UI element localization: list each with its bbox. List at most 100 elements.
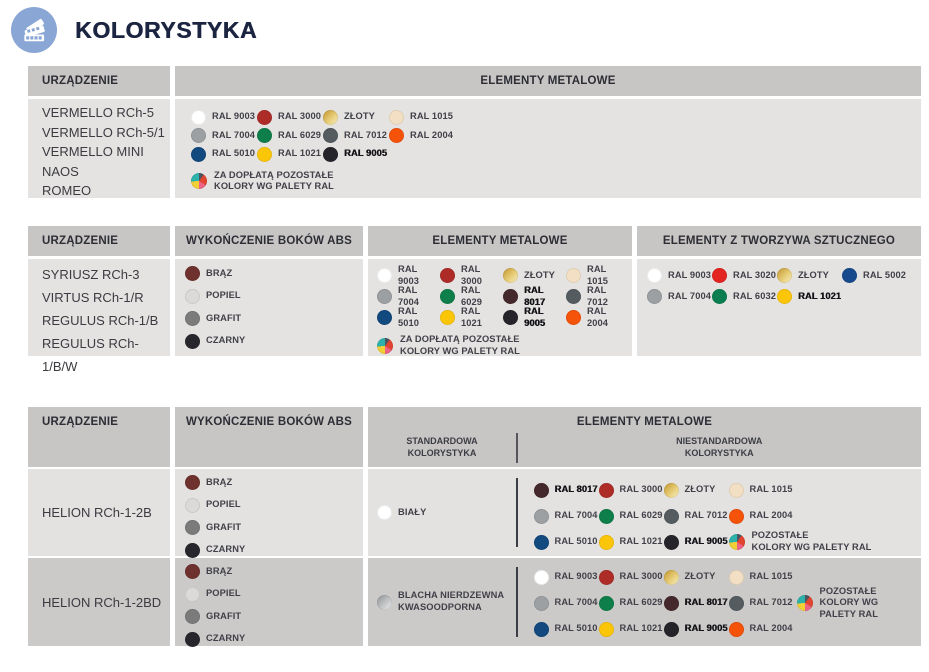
color-dot bbox=[728, 595, 744, 611]
swatch-ral-1021: RAL 1021 bbox=[598, 534, 664, 550]
color-dot bbox=[389, 128, 404, 144]
swatch-br-z: BRĄZ bbox=[185, 564, 363, 579]
nonstandard-swatch-grid: RAL 9003 RAL 3000 ZŁOTY RAL 1015 RAL 7004 RAL… bbox=[518, 564, 793, 642]
color-dot bbox=[185, 475, 200, 490]
color-dot bbox=[185, 586, 200, 602]
abs-colors-cell: BRĄZ POPIEL GRAFIT CZARNY bbox=[175, 558, 363, 647]
swatch-ral-9003: RAL 9003 bbox=[377, 264, 440, 287]
swatch-ral-6032: RAL 6032 bbox=[712, 289, 777, 304]
swatch-label: CZARNY bbox=[206, 544, 246, 555]
swatch-grafit: GRAFIT bbox=[185, 609, 363, 624]
swatch-ral-7004: RAL 7004 bbox=[647, 289, 712, 304]
swatch-label: ZŁOTY bbox=[344, 111, 375, 122]
swatch-label: POPIEL bbox=[206, 290, 241, 301]
col-header-plastic: ELEMENTY Z TWORZYWA SZTUCZNEGO bbox=[637, 226, 921, 256]
table-helion-header: URZĄDZENIE WYKOŃCZENIE BOKÓW ABS ELEMENT… bbox=[28, 407, 921, 467]
color-dot bbox=[185, 609, 200, 624]
palette-swatch-icon bbox=[11, 7, 57, 53]
swatch-label: BRĄZ bbox=[206, 267, 233, 278]
subcol-standard: STANDARDOWA KOLORYSTYKA bbox=[406, 436, 478, 459]
color-dot bbox=[598, 534, 614, 550]
swatch-label: RAL 1015 bbox=[587, 263, 609, 286]
device-name: VERMELLO RCh-5/1 bbox=[42, 124, 165, 140]
ral-palette-note: ZA DOPŁATĄ POZOSTAŁE KOLORY WG PALETY RA… bbox=[191, 170, 921, 193]
swatch-ral-1021: RAL 1021 bbox=[777, 289, 842, 304]
swatch-label: RAL 6029 bbox=[619, 597, 663, 608]
swatch-ral-9003: RAL 9003 bbox=[647, 268, 712, 283]
swatch-ral-1021: RAL 1021 bbox=[598, 621, 664, 637]
color-dot bbox=[377, 505, 392, 520]
swatch-ral-7004: RAL 7004 bbox=[191, 128, 257, 144]
swatch-label: RAL 1015 bbox=[749, 571, 793, 582]
swatch-ral-3000: RAL 3000 bbox=[440, 264, 503, 287]
swatch-label: RAL 9003 bbox=[398, 263, 420, 286]
color-dot bbox=[257, 109, 272, 125]
color-dot bbox=[566, 310, 581, 325]
swatch-z-oty: ZŁOTY bbox=[663, 482, 729, 498]
standard-color-zone: BLACHA NIERDZEWNA KWASOODPORNA bbox=[368, 558, 516, 646]
swatch-ral-1015: RAL 1015 bbox=[728, 569, 793, 585]
color-dot bbox=[185, 542, 200, 558]
swatch-label: RAL 3000 bbox=[278, 111, 322, 122]
device-name: NAOS bbox=[42, 163, 79, 179]
swatch-label: BRĄZ bbox=[206, 476, 233, 487]
color-dot bbox=[598, 569, 614, 585]
swatch-label: RAL 8017 bbox=[684, 597, 728, 608]
swatch-label: ZŁOTY bbox=[684, 484, 716, 495]
swatch-popiel: POPIEL bbox=[185, 586, 363, 602]
nonstandard-color-zone: RAL 9003 RAL 3000 ZŁOTY RAL 1015 RAL 7004 RAL… bbox=[518, 558, 922, 646]
swatch-z-oty: ZŁOTY bbox=[323, 109, 389, 125]
swatch-label: RAL 3000 bbox=[619, 484, 663, 495]
table-vermello: URZĄDZENIE ELEMENTY METALOWE VERMELLO RC… bbox=[28, 66, 921, 198]
color-dot bbox=[598, 482, 614, 498]
color-dot bbox=[257, 146, 272, 162]
swatch-ral-1015: RAL 1015 bbox=[389, 109, 455, 125]
nonstandard-color-zone: RAL 8017 RAL 3000 ZŁOTY RAL 1015 RAL 7004 RAL… bbox=[518, 469, 922, 556]
swatch-label: RAL 8017 bbox=[554, 484, 598, 495]
color-dot bbox=[712, 289, 727, 304]
swatch-label: RAL 5010 bbox=[212, 148, 256, 159]
metal-colors-cell: BLACHA NIERDZEWNA KWASOODPORNA RAL 9003 R… bbox=[368, 558, 921, 646]
swatch-ral-7012: RAL 7012 bbox=[323, 128, 389, 144]
swatch-label: RAL 5010 bbox=[554, 536, 598, 547]
swatch-label: RAL 5002 bbox=[863, 269, 907, 280]
swatch-label: RAL 9003 bbox=[212, 111, 256, 122]
swatch-label: BRĄZ bbox=[206, 565, 233, 576]
swatch-ral-7004: RAL 7004 bbox=[533, 595, 599, 611]
swatch-z-oty: ZŁOTY bbox=[503, 268, 566, 283]
ral-palette-pie-icon bbox=[728, 534, 745, 550]
color-dot bbox=[440, 268, 455, 283]
swatch-ral-7012: RAL 7012 bbox=[663, 508, 729, 524]
swatch-label: BIAŁY bbox=[398, 506, 427, 517]
swatch-label: RAL 7004 bbox=[554, 597, 598, 608]
color-dot bbox=[566, 289, 581, 304]
color-dot bbox=[663, 534, 679, 550]
col-header-device: URZĄDZENIE bbox=[28, 66, 170, 96]
color-dot bbox=[777, 289, 792, 304]
color-dot bbox=[647, 268, 662, 283]
swatch-ral-1021: RAL 1021 bbox=[440, 306, 503, 329]
swatch-ral-2004: RAL 2004 bbox=[566, 306, 629, 329]
swatch-label: ZŁOTY bbox=[798, 269, 829, 280]
swatch-grafit: GRAFIT bbox=[185, 520, 363, 535]
table-row-helion-2b: HELION RCh-1-2B BRĄZ POPIEL GRAFIT CZARNY B… bbox=[28, 469, 922, 558]
color-dot bbox=[663, 621, 679, 637]
col-header-metal: ELEMENTY METALOWE bbox=[368, 226, 632, 256]
color-dot bbox=[533, 595, 549, 611]
color-dot bbox=[728, 482, 744, 498]
color-dot bbox=[191, 128, 206, 144]
steel-color-dot bbox=[377, 594, 392, 610]
page-header: KOLORYSTYKA bbox=[0, 4, 929, 56]
swatch-label: RAL 1021 bbox=[461, 305, 483, 328]
swatch-label: CZARNY bbox=[206, 335, 246, 346]
metal-swatch-grid: RAL 9003 RAL 3000 ZŁOTY RAL 1015 RAL 7004 RAL… bbox=[175, 103, 921, 164]
color-dot bbox=[533, 534, 549, 550]
swatch-ral-5002: RAL 5002 bbox=[842, 268, 907, 283]
table-syriusz: URZĄDZENIE WYKOŃCZENIE BOKÓW ABS ELEMENT… bbox=[28, 226, 921, 374]
page-title: KOLORYSTYKA bbox=[75, 16, 258, 43]
swatch-label: ZŁOTY bbox=[684, 571, 716, 582]
swatch-label: RAL 5010 bbox=[554, 623, 598, 634]
swatch-ral-9003: RAL 9003 bbox=[191, 109, 257, 125]
swatch-ral-2004: RAL 2004 bbox=[728, 508, 922, 524]
swatch-label: RAL 6029 bbox=[278, 129, 322, 140]
